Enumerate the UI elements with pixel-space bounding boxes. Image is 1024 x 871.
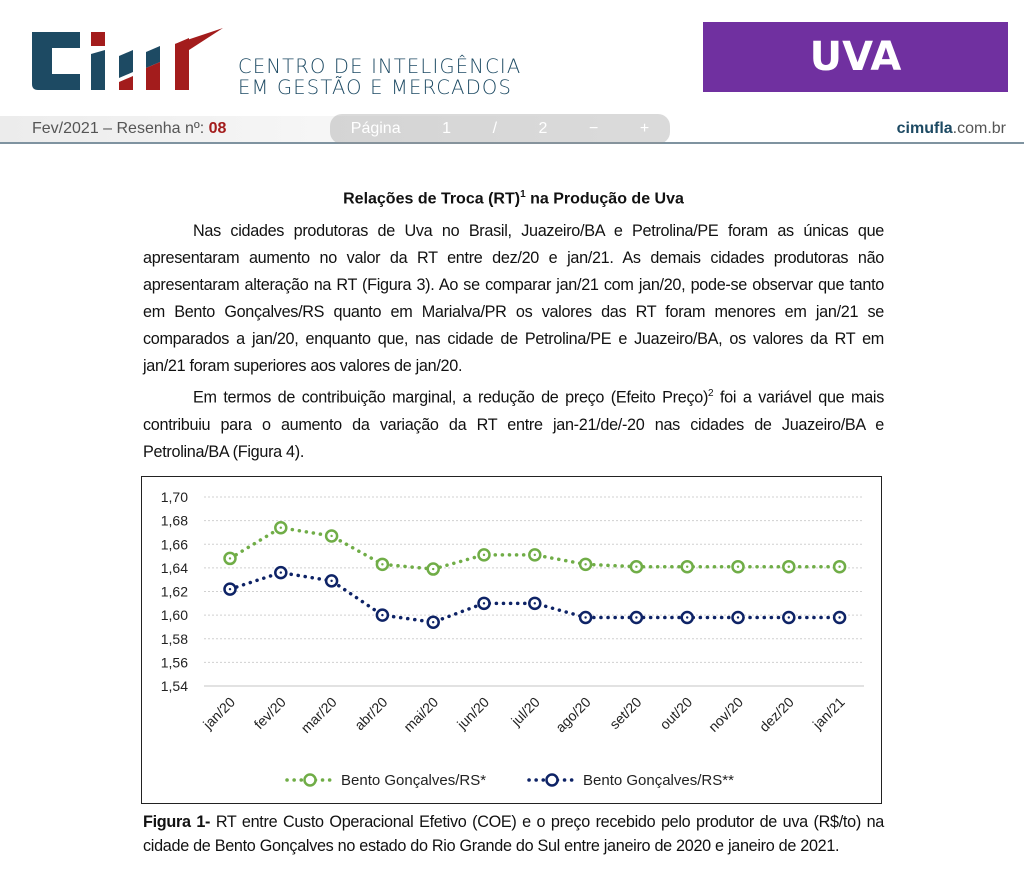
issue-bar [0, 116, 1024, 144]
page-sep: / [492, 120, 498, 137]
legend-swatch-marker [545, 772, 559, 787]
data-point-center [787, 616, 790, 619]
data-point-center [381, 562, 384, 566]
article-body: Relações de Troca (RT)1 na Produção de U… [141, 184, 884, 858]
data-point-center [381, 613, 384, 617]
page-current[interactable]: 1 [442, 120, 452, 137]
data-point-center [635, 565, 638, 568]
zoom-out-button[interactable]: − [588, 120, 599, 137]
data-point-center [279, 571, 282, 574]
legend-swatch-marker [303, 772, 317, 787]
y-tick-label: 1,54 [161, 678, 188, 694]
data-point-center [686, 565, 689, 568]
product-badge: UVA [703, 22, 1008, 92]
data-point-center [482, 601, 486, 605]
x-tick-label: mar/20 [298, 693, 340, 735]
data-point-center [635, 616, 638, 619]
data-point-center [279, 526, 282, 529]
y-tick-label: 1,62 [161, 583, 188, 599]
x-tick-label: jan/20 [199, 693, 238, 732]
para2-text: Em termos de contribuição marginal, a re… [193, 388, 709, 407]
data-point-center [533, 601, 536, 605]
y-tick-label: 1,68 [161, 512, 188, 528]
figure-caption: Figura 1- RT entre Custo Operacional Efe… [143, 810, 884, 858]
data-point-center [736, 565, 740, 568]
data-point-center [482, 553, 486, 556]
line-chart: 1,54 1,56 1,58 1,60 1,62 1,64 1,66 1,68 1,70 jan/… [161, 489, 864, 789]
data-point-center [584, 616, 587, 619]
caption-label: Figura 1- [143, 812, 211, 831]
x-tick-label: abr/20 [351, 693, 391, 733]
data-point-center [330, 579, 333, 582]
x-tick-label: jul/20 [507, 693, 543, 729]
issue-info: Fev/2021 – Resenha nº: 08 [32, 120, 226, 138]
x-tick-label: nov/20 [705, 693, 746, 734]
page-total: 2 [538, 120, 548, 137]
y-tick-label: 1,70 [161, 489, 188, 505]
data-point-center [533, 553, 536, 556]
x-tick-label: fev/20 [251, 693, 289, 731]
caption-text: RT entre Custo Operacional Efetivo (COE)… [143, 812, 884, 855]
zoom-in-button[interactable]: + [639, 120, 650, 137]
issue-prefix: Fev/2021 – Resenha nº: [32, 120, 205, 137]
paragraph-1: Nas cidades produtoras de Uva no Brasil,… [143, 222, 884, 376]
data-point-center [584, 562, 587, 566]
org-name: CENTRO DE INTELIGÊNCIA EM GESTÃO E MERCA… [238, 56, 521, 98]
page-nav-overlay: Página 1 / 2 − + [330, 114, 670, 144]
y-tick-label: 1,66 [161, 536, 188, 552]
para2-footnote: 2 [708, 388, 714, 400]
x-tick-label: set/20 [606, 693, 644, 731]
logo [30, 28, 225, 99]
title-text: Relações de Troca (RT) [343, 190, 521, 208]
y-tick-label: 1,56 [161, 654, 188, 670]
data-point-center [228, 556, 232, 560]
issue-number: 08 [208, 120, 227, 137]
title-rest: na Produção de Uva [525, 190, 684, 208]
data-point-center [686, 616, 689, 619]
x-tick-label: mai/20 [400, 693, 441, 734]
x-tick-label: jun/20 [453, 693, 492, 732]
site-rest: .com.br [952, 120, 1006, 137]
x-tick-label: dez/20 [756, 693, 797, 734]
data-point-center [330, 534, 333, 537]
title-footnote: 1 [520, 189, 526, 200]
article-title: Relações de Troca (RT)1 na Produção de U… [143, 184, 884, 210]
org-name-line1: CENTRO DE INTELIGÊNCIA [238, 55, 522, 78]
data-point-center [432, 620, 435, 624]
x-tick-label: ago/20 [552, 693, 594, 735]
legend-label: Bento Gonçalves/RS** [583, 772, 734, 789]
y-tick-label: 1,64 [161, 560, 188, 576]
site-bold: cimufla [896, 120, 953, 137]
data-point-center [432, 567, 435, 570]
site-link[interactable]: cimufla.com.br [897, 120, 1006, 138]
data-point-center [838, 565, 841, 568]
data-point-center [787, 565, 790, 568]
org-name-line2: EM GESTÃO E MERCADOS [238, 76, 513, 99]
data-point-center [736, 616, 740, 619]
x-tick-label: out/20 [656, 693, 695, 732]
legend-label: Bento Gonçalves/RS* [341, 772, 486, 789]
chart-frame: 1,54 1,56 1,58 1,60 1,62 1,64 1,66 1,68 1,70 jan/… [141, 475, 882, 804]
data-point-center [838, 616, 841, 619]
y-tick-label: 1,58 [161, 630, 188, 646]
x-tick-label: jan/21 [809, 693, 848, 732]
paragraph-2: Em termos de contribuição marginal, a re… [143, 380, 884, 465]
para2-rest: foi a variável que mais contribuiu para … [143, 388, 884, 461]
page-label: Página [350, 120, 401, 137]
y-tick-label: 1,60 [161, 607, 188, 623]
data-point-center [228, 587, 232, 591]
